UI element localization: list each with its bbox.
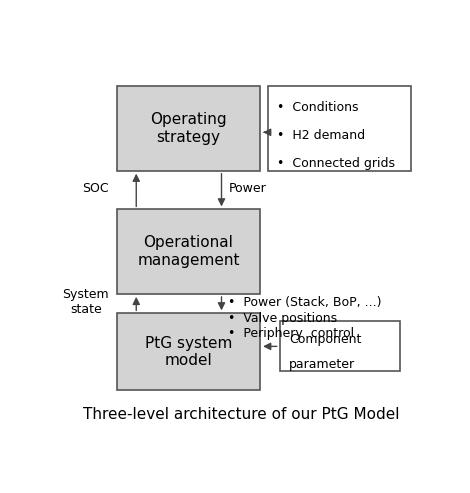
Text: Power: Power xyxy=(229,182,267,195)
Text: •  Power (Stack, BoP, ...): • Power (Stack, BoP, ...) xyxy=(227,296,381,309)
Text: •  Valve positions: • Valve positions xyxy=(227,312,337,325)
Text: •  Connected grids: • Connected grids xyxy=(277,157,395,170)
Text: System
state: System state xyxy=(63,288,109,316)
Text: •  H2 demand: • H2 demand xyxy=(277,129,366,142)
Text: •  Periphery  control: • Periphery control xyxy=(227,327,354,340)
Bar xyxy=(280,321,400,371)
Text: Three-level architecture of our PtG Model: Three-level architecture of our PtG Mode… xyxy=(83,407,399,423)
Text: Operational
management: Operational management xyxy=(137,236,240,268)
Bar xyxy=(117,313,260,390)
Text: Operating
strategy: Operating strategy xyxy=(150,112,227,144)
Bar xyxy=(117,86,260,171)
Text: Component: Component xyxy=(289,333,361,346)
Text: •  Conditions: • Conditions xyxy=(277,101,359,114)
Bar xyxy=(268,86,411,171)
Text: parameter: parameter xyxy=(289,358,355,371)
Text: SOC: SOC xyxy=(83,182,109,195)
Text: PtG system
model: PtG system model xyxy=(145,336,232,368)
Bar xyxy=(117,210,260,294)
